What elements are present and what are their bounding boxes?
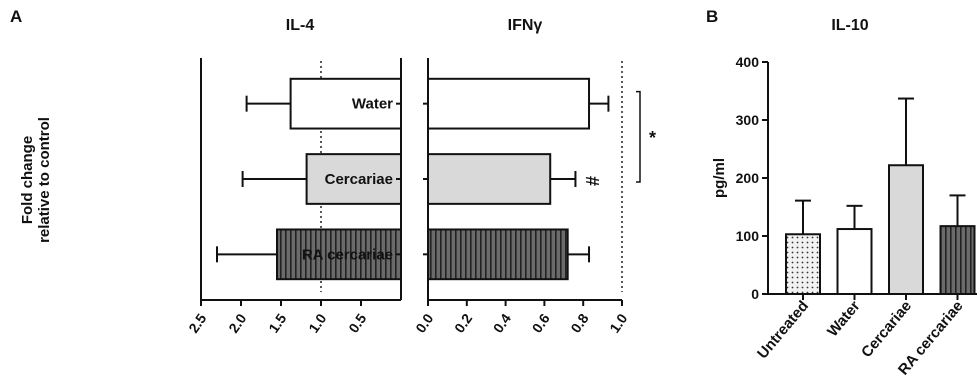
il4-tick-label-0: 2.5: [185, 310, 209, 335]
il4-title: IL-4: [286, 17, 315, 34]
il4-category-label-water: Water: [352, 96, 393, 113]
ifng-tick-label-2: 0.4: [490, 310, 514, 335]
il4-tick-label-2: 1.5: [265, 310, 289, 335]
il10-ticks: 0 100 200 300 400: [736, 54, 768, 302]
il10-tick-label-3: 300: [736, 112, 760, 128]
il10-chart: IL-10 pg/ml 0 100 200 300 400 Untreated Water…: [711, 17, 977, 378]
ifng-hash-annotation: #: [583, 176, 603, 186]
il4-ticks: 2.5 2.0 1.5 1.0 0.5: [185, 300, 370, 336]
il4-category-label-cercariae: Cercariae: [325, 171, 393, 188]
il4-bar-water: [289, 77, 403, 130]
ifng-chart: IFNγ 0.0 0.2 0.4 0.6 0.8 1.0 #*: [412, 17, 656, 336]
il10-ylabel: pg/ml: [711, 158, 728, 198]
panel-a-letter: A: [10, 7, 22, 26]
il10-category-label-untreated: Untreated: [754, 298, 812, 363]
il10-bar-water: [836, 228, 873, 295]
il4-tick-label-3: 1.0: [305, 310, 329, 335]
il10-tick-label-1: 100: [736, 228, 760, 244]
ifng-tick-label-3: 0.6: [529, 310, 553, 335]
ifng-tick-label-0: 0.0: [412, 310, 436, 335]
il10-bar-cercariae: [888, 164, 924, 295]
ifng-significance-star: *: [649, 128, 656, 148]
il4-tick-label-1: 2.0: [225, 310, 249, 335]
panel-b-letter: B: [706, 7, 718, 26]
ifng-axes: [423, 58, 622, 301]
il10-category-label-water: Water: [824, 298, 864, 341]
il10-ylabel-group: pg/ml: [711, 158, 728, 198]
il4-axes: [200, 58, 402, 301]
ifng-annotations: #*: [583, 90, 656, 186]
il10-category-label-cercariae: Cercariae: [858, 298, 915, 361]
ifng-tick-label-5: 1.0: [606, 310, 630, 335]
il10-title: IL-10: [831, 17, 868, 34]
il4-category-label-ra-cercariae: RA cercariae: [302, 246, 393, 263]
il10-bars: [785, 97, 976, 295]
ifng-bar-ra-cercariae: [427, 228, 569, 281]
il4-chart: IL-4 Water Cercariae RA cercariae 2.5 2.0 1.…: [185, 17, 403, 336]
ifng-title: IFNγ: [508, 17, 543, 34]
il10-bar-ra-cercariae: [939, 225, 976, 295]
il4-category-labels: Water Cercariae RA cercariae: [302, 96, 393, 264]
ifng-tick-label-4: 0.8: [567, 310, 591, 335]
panel-a-ylabel-line1: Fold change: [19, 136, 36, 224]
il10-bar-untreated: [785, 233, 821, 295]
il10-tick-label-4: 400: [736, 54, 760, 70]
ifng-bar-cercariae: [427, 153, 552, 205]
panel-a-ylabel: Fold change relative to control: [19, 117, 53, 243]
il4-tick-label-4: 0.5: [345, 310, 369, 335]
ifng-significance-bracket: [636, 90, 641, 183]
ifng-bar-water: [427, 77, 591, 130]
ifng-tick-label-1: 0.2: [451, 310, 475, 335]
panel-a-ylabel-line2: relative to control: [36, 117, 53, 243]
il10-tick-label-0: 0: [751, 286, 759, 302]
il4-bars: [216, 77, 403, 281]
il10-tick-label-2: 200: [736, 170, 760, 186]
ifng-bars: [427, 77, 610, 281]
ifng-ticks: 0.0 0.2 0.4 0.6 0.8 1.0: [412, 300, 631, 336]
